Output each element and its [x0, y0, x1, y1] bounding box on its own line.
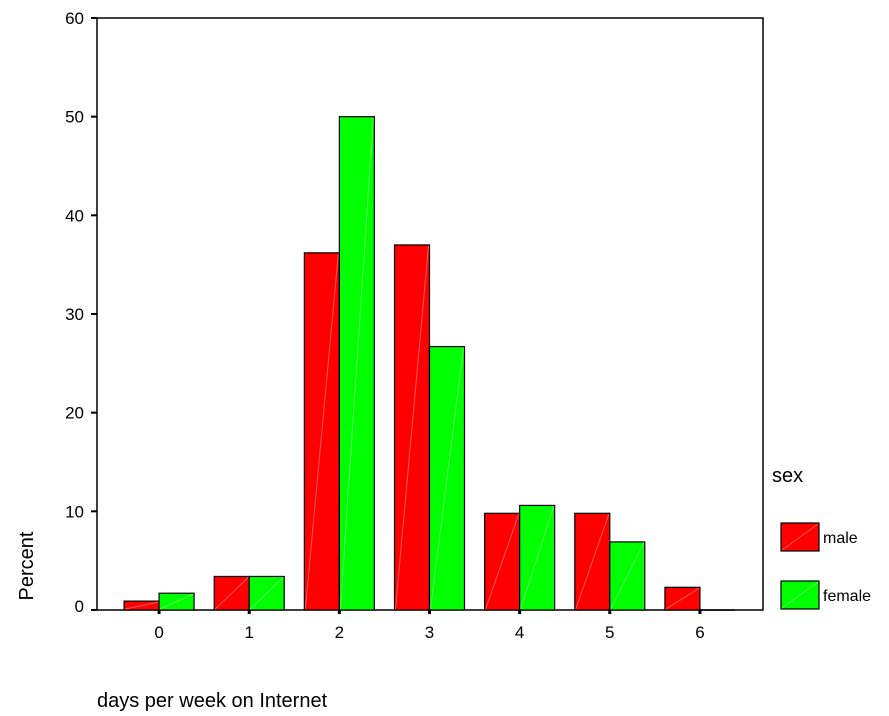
x-tick-label: 2	[335, 623, 344, 642]
bar-sheen	[395, 245, 429, 610]
bar-male-4	[484, 512, 521, 611]
x-tick-label: 3	[425, 623, 434, 642]
legend-sheen	[781, 581, 819, 609]
bar-sheen	[249, 577, 284, 610]
y-tick-label: 40	[65, 206, 84, 225]
y-tick-label: 0	[75, 597, 84, 616]
x-tick-label: 5	[605, 623, 614, 642]
x-axis-label: days per week on Internet	[97, 690, 328, 712]
bar-sheen	[304, 253, 339, 610]
y-tick-label: 20	[65, 404, 84, 423]
bars-group	[123, 116, 735, 611]
legend-sheen	[781, 523, 819, 551]
legend-label-male: male	[823, 530, 858, 547]
y-axis-ticks: 0 10 20 30 40 50 60	[65, 9, 97, 616]
bar-sheen	[159, 593, 194, 610]
y-axis-label: Percent	[16, 531, 38, 600]
bar-sheen	[430, 347, 464, 610]
legend-swatch-male	[780, 522, 820, 552]
y-tick-label: 50	[65, 108, 84, 127]
bar-female-4	[519, 504, 556, 611]
legend-label-female: female	[823, 588, 871, 605]
bar-sheen	[575, 514, 610, 610]
bar-sheen	[124, 601, 159, 610]
y-tick-label: 30	[65, 305, 84, 324]
x-tick-label: 4	[515, 623, 524, 642]
x-axis-ticks: 0 1 2 3 4 5 6	[154, 610, 705, 642]
x-tick-label: 1	[244, 623, 253, 642]
y-tick-label: 10	[65, 502, 84, 521]
bar-sheen	[665, 587, 700, 610]
legend-swatch-female	[780, 580, 820, 610]
bar-sheen	[339, 117, 374, 610]
bar-female-3	[428, 345, 466, 611]
bar-sheen	[214, 577, 249, 610]
bar-sheen	[610, 542, 645, 610]
bar-male-2	[303, 252, 340, 611]
bar-female-0	[158, 592, 195, 611]
bar-male-6	[664, 586, 701, 611]
bar-male-3	[393, 244, 431, 611]
bar-female-5	[609, 541, 646, 611]
y-tick-label: 60	[65, 9, 84, 28]
bar-female-2	[338, 116, 375, 611]
bar-male-1	[213, 575, 250, 611]
legend-title: sex	[772, 465, 803, 487]
bar-sheen	[485, 514, 520, 610]
x-tick-label: 6	[695, 623, 704, 642]
bar-female-1	[248, 575, 285, 611]
x-tick-label: 0	[154, 623, 163, 642]
bar-sheen	[520, 506, 555, 610]
legend: male female	[780, 522, 871, 610]
